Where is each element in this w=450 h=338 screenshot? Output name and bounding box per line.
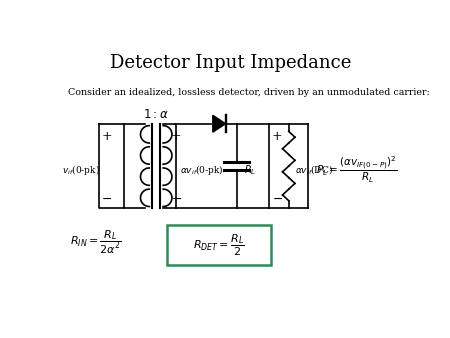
Text: $-$: $-$ — [272, 192, 283, 206]
FancyBboxPatch shape — [167, 225, 271, 265]
Polygon shape — [213, 115, 225, 132]
Text: $P_L = \dfrac{\left(\alpha v_{IF(0-P)}\right)^2}{R_L}$: $P_L = \dfrac{\left(\alpha v_{IF(0-P)}\r… — [316, 154, 397, 185]
Text: Detector Input Impedance: Detector Input Impedance — [110, 54, 351, 72]
Text: $\alpha v_{if}$(DC): $\alpha v_{if}$(DC) — [295, 163, 333, 176]
Text: +: + — [272, 130, 282, 143]
Text: $\alpha v_{if}$(0-pk): $\alpha v_{if}$(0-pk) — [180, 163, 224, 177]
Text: $1 : \alpha$: $1 : \alpha$ — [143, 108, 169, 121]
Text: $v_{if}$(0-pk): $v_{if}$(0-pk) — [63, 163, 100, 177]
Text: +: + — [101, 130, 112, 143]
Text: Consider an idealized, lossless detector, driven by an unmodulated carrier:: Consider an idealized, lossless detector… — [68, 88, 430, 97]
Text: $R_{IN} = \dfrac{R_L}{2\alpha^2}$: $R_{IN} = \dfrac{R_L}{2\alpha^2}$ — [70, 229, 122, 256]
Text: $-$: $-$ — [101, 192, 112, 206]
Text: +: + — [171, 130, 181, 143]
Text: $R_{DET} = \dfrac{R_L}{2}$: $R_{DET} = \dfrac{R_L}{2}$ — [193, 233, 245, 258]
Text: $R_L$: $R_L$ — [244, 163, 256, 177]
Text: $-$: $-$ — [171, 192, 182, 206]
